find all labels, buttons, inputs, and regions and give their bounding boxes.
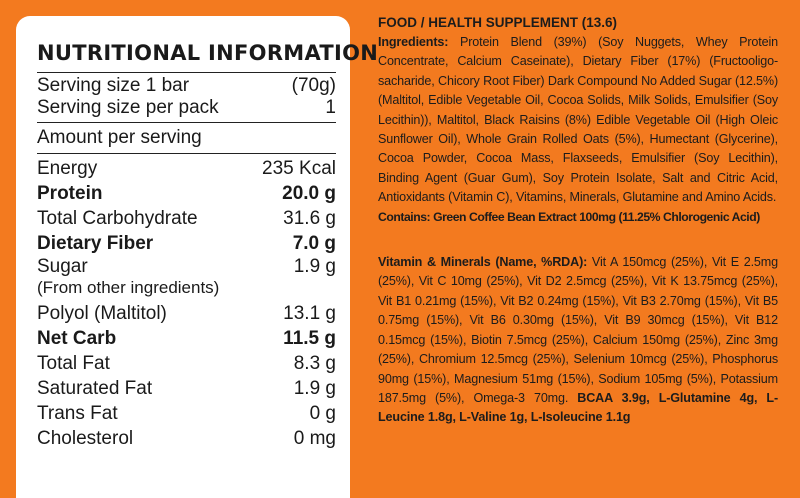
contains-statement: Contains: Green Coffee Bean Extract 100m… (378, 209, 760, 224)
protein-value: 20.0 g (282, 183, 336, 204)
servings-per-pack-label: Serving size per pack (37, 97, 219, 118)
total-fat-row: Total Fat 8.3 g (37, 351, 336, 376)
net-carb-value: 11.5 g (283, 328, 336, 349)
serving-group: Serving size 1 bar (70g) Serving size pe… (37, 73, 336, 122)
total-carbohydrate-row: Total Carbohydrate 31.6 g (37, 206, 336, 231)
vitamins-paragraph: Vitamin & Minerals (Name, %RDA): Vit A 1… (378, 253, 778, 428)
cholesterol-value: 0 mg (293, 428, 336, 449)
net-carb-label: Net Carb (37, 328, 117, 349)
ingredients-text: Protein Blend (39%) (Soy Nuggets, Whey P… (378, 35, 778, 205)
trans-fat-value: 0 g (309, 403, 336, 424)
saturated-fat-row: Saturated Fat 1.9 g (37, 376, 336, 401)
total-fat-value: 8.3 g (293, 353, 336, 374)
amount-per-serving-label: Amount per serving (37, 127, 202, 148)
sugar-row: Sugar 1.9 g (From other ingredients) (37, 256, 336, 297)
nutrition-facts-panel: NUTRITIONAL INFORMATION Serving size 1 b… (16, 16, 379, 498)
dietary-fiber-row: Dietary Fiber 7.0 g (37, 231, 336, 256)
product-label-text: FOOD / HEALTH SUPPLEMENT (13.6) Ingredie… (378, 13, 778, 428)
spacer (378, 227, 778, 253)
serving-size-label: Serving size 1 bar (37, 75, 190, 96)
divider (37, 72, 336, 73)
saturated-fat-value: 1.9 g (293, 378, 336, 399)
vitamins-text: Vit A 150mcg (25%), Vit E 2.5mg (25%), V… (378, 255, 778, 405)
sugar-note: (From other ingredients) (37, 278, 220, 297)
ingredients-label: Ingredients: (378, 35, 449, 49)
polyol-label: Polyol (Maltitol) (37, 303, 167, 324)
amount-group: Amount per serving (37, 123, 336, 153)
amino-acids-text: BCAA 3.9g, L-Glutamine 4g, L-Leucine 1.8… (378, 390, 778, 425)
servings-per-pack-row: Serving size per pack 1 (37, 97, 336, 119)
cholesterol-label: Cholesterol (37, 428, 134, 449)
net-carb-row: Net Carb 11.5 g (37, 326, 336, 351)
divider (37, 122, 336, 123)
sugar-value: 1.9 g (293, 256, 336, 277)
amount-per-serving-row: Amount per serving (37, 125, 336, 150)
trans-fat-row: Trans Fat 0 g (37, 401, 336, 426)
serving-size-value: (70g) (291, 75, 336, 96)
energy-row: Energy 235 Kcal (37, 156, 336, 181)
dietary-fiber-label: Dietary Fiber (37, 233, 154, 254)
protein-label: Protein (37, 183, 103, 204)
divider (37, 153, 336, 154)
dietary-fiber-value: 7.0 g (292, 233, 336, 254)
sugar-label: Sugar (37, 256, 88, 277)
ingredients-paragraph: Ingredients: Protein Blend (39%) (Soy Nu… (378, 33, 778, 208)
energy-label: Energy (37, 158, 98, 179)
energy-value: 235 Kcal (262, 158, 336, 179)
polyol-row: Polyol (Maltitol) 13.1 g (37, 301, 336, 326)
total-carbohydrate-value: 31.6 g (283, 208, 336, 229)
nutrition-title: NUTRITIONAL INFORMATION (37, 41, 379, 65)
cholesterol-row: Cholesterol 0 mg (37, 426, 336, 451)
servings-per-pack-value: 1 (325, 97, 336, 118)
nutrients-group: Energy 235 Kcal Protein 20.0 g Total Car… (37, 154, 336, 454)
trans-fat-label: Trans Fat (37, 403, 118, 424)
total-carbohydrate-label: Total Carbohydrate (37, 208, 198, 229)
total-fat-label: Total Fat (37, 353, 110, 374)
product-category-heading: FOOD / HEALTH SUPPLEMENT (13.6) (378, 15, 618, 30)
vitamins-label: Vitamin & Minerals (Name, %RDA): (378, 255, 588, 270)
serving-size-row: Serving size 1 bar (70g) (37, 75, 336, 97)
saturated-fat-label: Saturated Fat (37, 378, 153, 399)
polyol-value: 13.1 g (283, 303, 336, 324)
protein-row: Protein 20.0 g (37, 181, 336, 206)
